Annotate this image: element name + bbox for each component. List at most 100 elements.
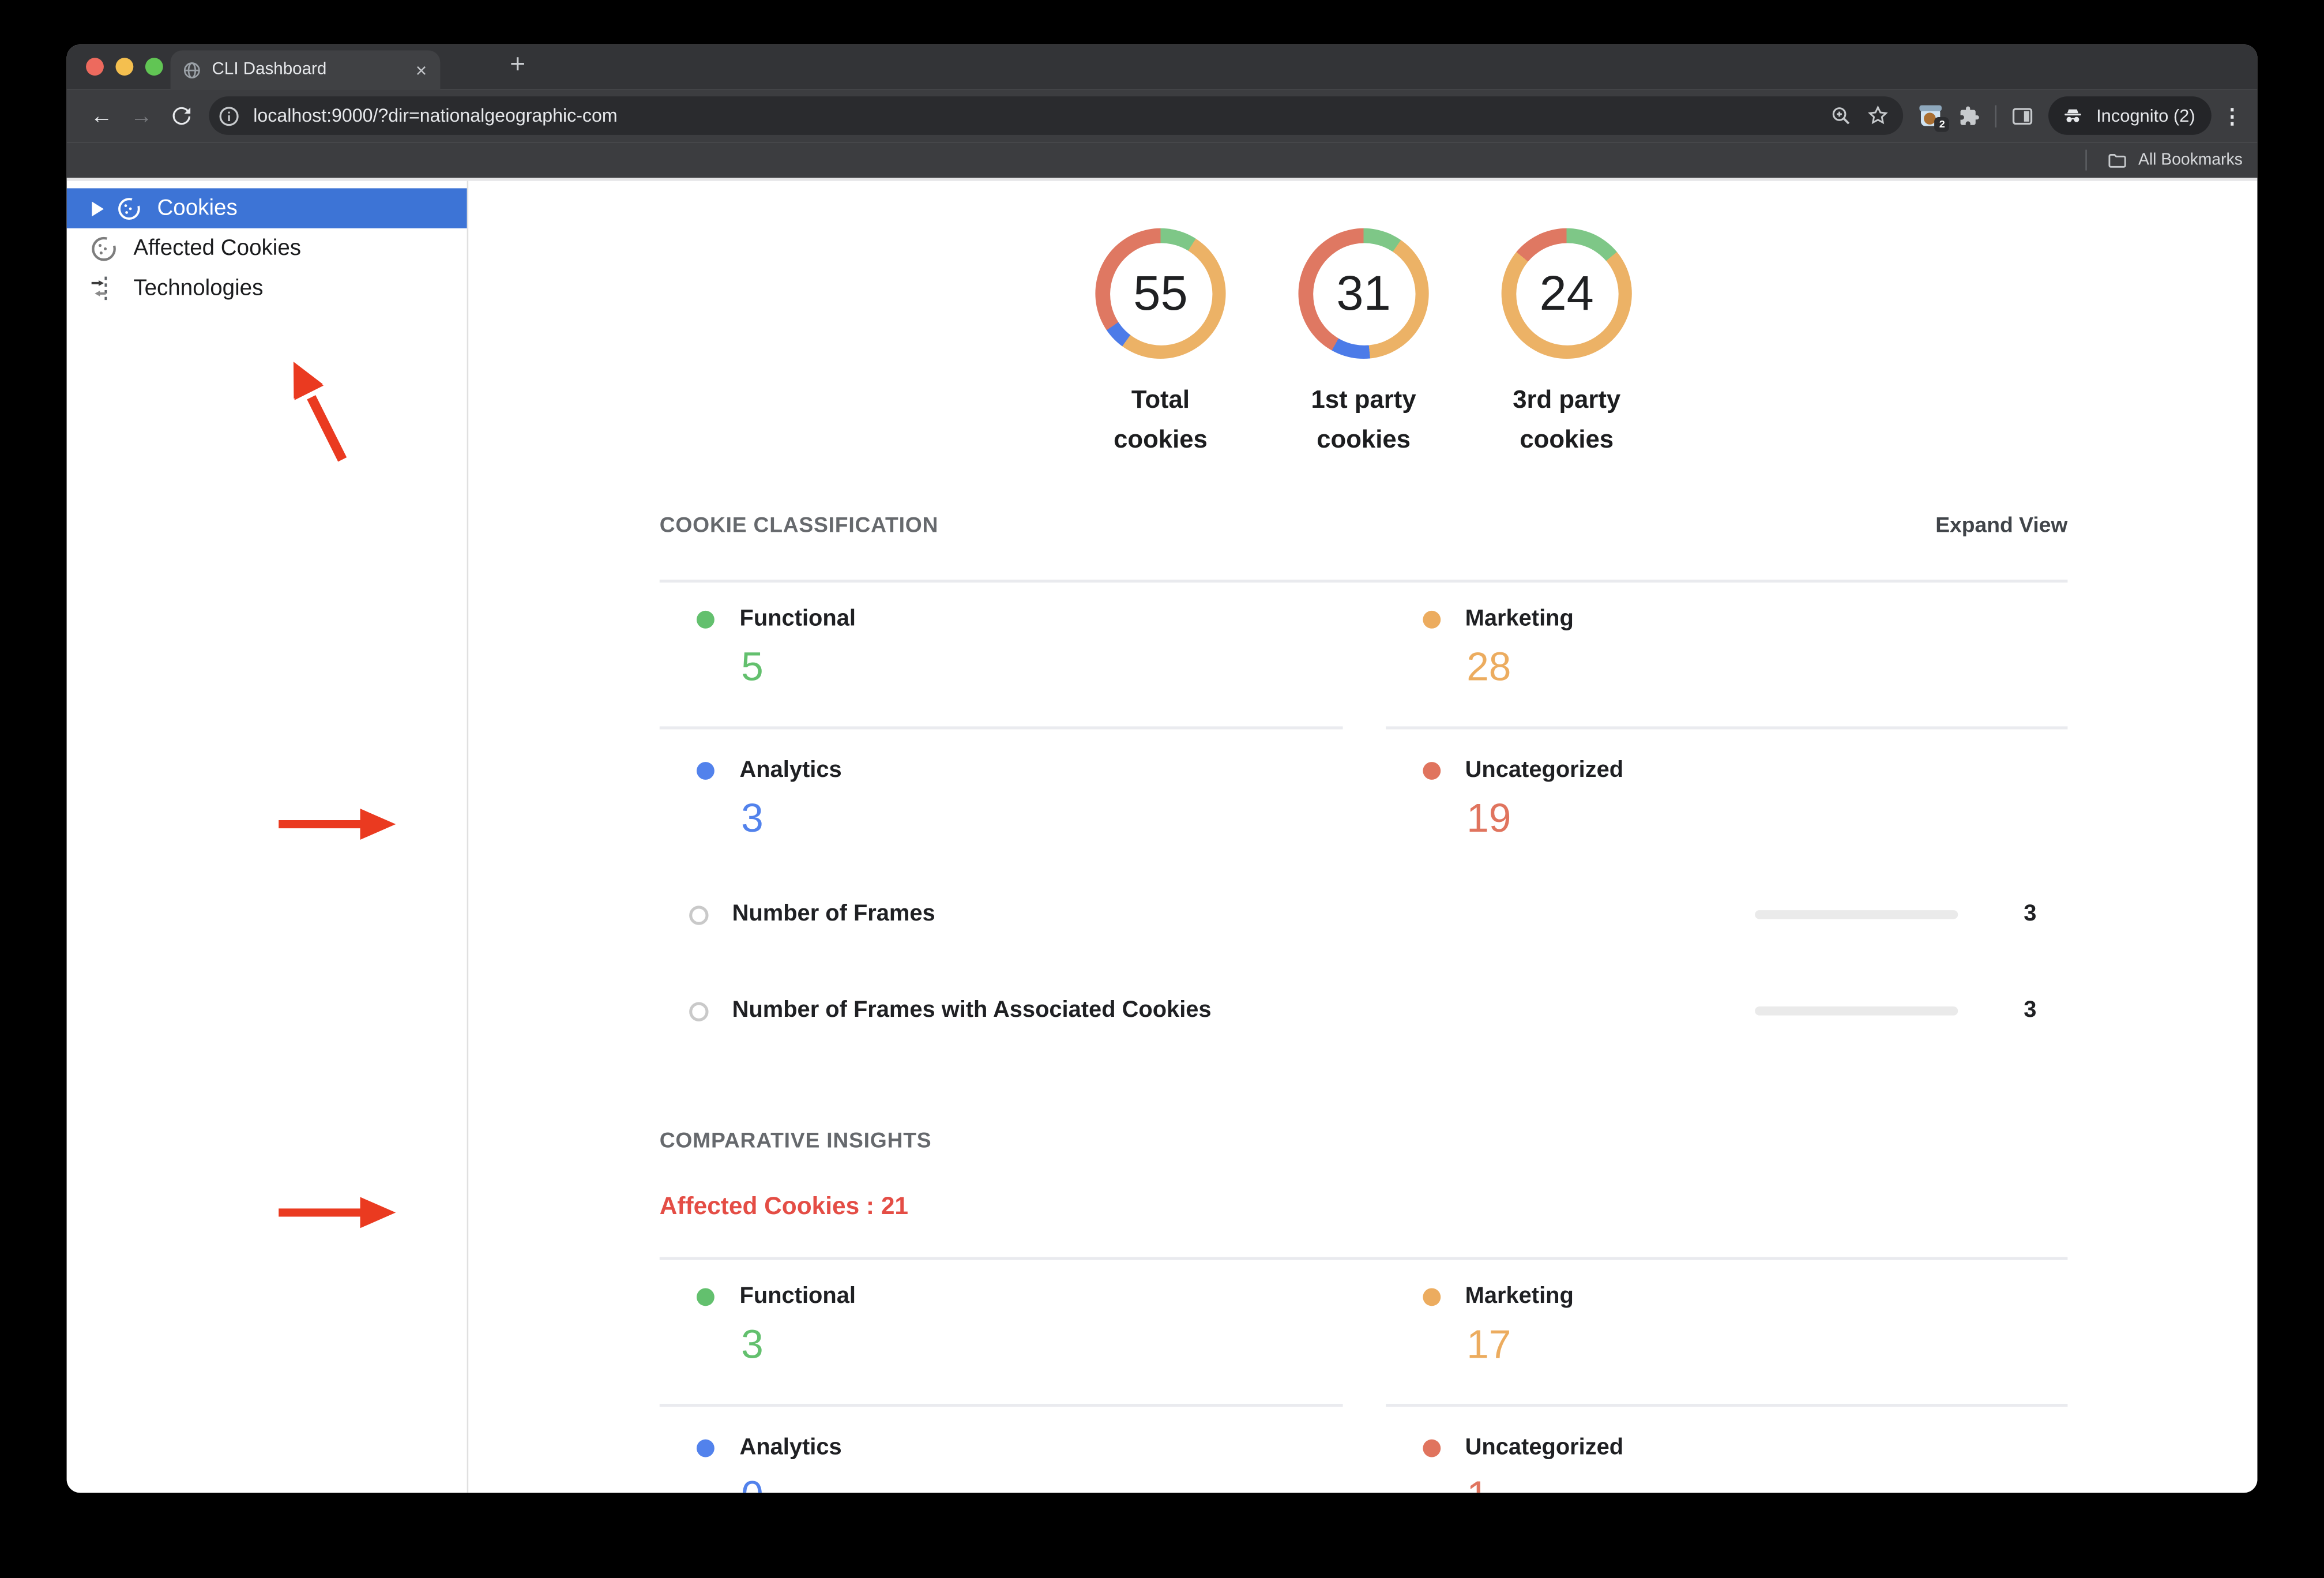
donut-label: Total cookies	[1114, 385, 1208, 454]
metric-value: 3	[2024, 901, 2037, 927]
incognito-label: Incognito (2)	[2096, 105, 2195, 126]
category-cell-uncategorized: Uncategorized 19	[1385, 726, 2068, 877]
category-name: Analytics	[739, 757, 842, 783]
dashboard-main: 55 Total cookies 31 1st party cookies	[468, 181, 2257, 1493]
expand-arrow-icon[interactable]	[92, 201, 104, 216]
browser-window: CLI Dashboard × + ← → localhost:9000/?di	[66, 44, 2258, 1493]
category-name: Analytics	[739, 1434, 842, 1460]
browser-tab[interactable]: CLI Dashboard ×	[170, 50, 441, 89]
metric-progress-bar	[1755, 910, 1958, 919]
cookie-icon	[89, 233, 120, 264]
incognito-profile-chip[interactable]: Incognito (2)	[2048, 96, 2212, 135]
donut-value: 24	[1539, 265, 1594, 321]
category-name: Marketing	[1465, 1283, 1574, 1309]
incognito-icon	[2060, 103, 2086, 129]
technologies-icon	[89, 273, 120, 304]
forward-icon[interactable]: →	[130, 103, 153, 129]
bookmarks-divider	[2085, 149, 2087, 171]
category-value: 3	[741, 1322, 764, 1367]
url-text: localhost:9000/?dir=nationalgeographic-c…	[253, 105, 618, 126]
bookmark-star-icon[interactable]	[1867, 104, 1890, 127]
donut-ring: 31	[1298, 228, 1429, 359]
comparative-grid: Functional 3 Marketing 17 Analytics 0	[659, 1257, 2068, 1493]
donut-label: 3rd party cookies	[1513, 385, 1621, 454]
category-name: Uncategorized	[1465, 757, 1624, 783]
category-value: 17	[1466, 1322, 1511, 1367]
url-bar[interactable]: localhost:9000/?dir=nationalgeographic-c…	[209, 96, 1904, 135]
donut-third-party-cookies: 24 3rd party cookies	[1465, 228, 1668, 460]
analytics-dot-icon	[696, 762, 715, 780]
tab-strip: CLI Dashboard × +	[66, 44, 2258, 89]
donut-first-party-cookies: 31 1st party cookies	[1262, 228, 1465, 460]
sidebar-item-label: Technologies	[133, 276, 264, 301]
expand-view-button[interactable]: Expand View	[1935, 514, 2068, 538]
marketing-dot-icon	[1422, 1288, 1440, 1306]
donut-label: 1st party cookies	[1311, 385, 1416, 454]
browser-toolbar: ← → localhost:9000/?dir=nationalgeograph…	[66, 89, 2258, 142]
functional-dot-icon	[696, 1288, 715, 1306]
new-tab-button[interactable]: +	[510, 48, 526, 79]
uncategorized-dot-icon	[1422, 1439, 1440, 1457]
window-controls	[86, 58, 163, 76]
metric-name: Number of Frames with Associated Cookies	[732, 997, 1212, 1023]
category-value: 19	[1466, 796, 1511, 841]
category-cell-marketing: Marketing 28	[1385, 583, 2068, 726]
tab-title: CLI Dashboard	[212, 61, 327, 79]
site-info-icon[interactable]	[216, 103, 242, 129]
category-name: Marketing	[1465, 606, 1574, 632]
globe-favicon-icon	[182, 60, 201, 79]
maximize-window-button[interactable]	[145, 58, 163, 76]
extension-badge: 2	[1934, 117, 1950, 132]
metric-frames-with-cookies: Number of Frames with Associated Cookies…	[660, 991, 2068, 1030]
category-name: Uncategorized	[1465, 1434, 1624, 1460]
ring-icon	[689, 1001, 709, 1021]
marketing-dot-icon	[1422, 610, 1440, 629]
sidebar: Cookies Affected Cookies	[66, 181, 469, 1493]
category-value: 3	[741, 796, 764, 841]
close-window-button[interactable]	[86, 58, 104, 76]
category-name: Functional	[739, 1283, 856, 1309]
affected-cookies-count: Affected Cookies : 21	[659, 1193, 909, 1220]
functional-dot-icon	[696, 610, 715, 629]
category-cell-uncategorized: Uncategorized 1	[1385, 1403, 2068, 1493]
metric-name: Number of Frames	[732, 901, 935, 927]
sidebar-item-label: Cookies	[157, 196, 238, 221]
category-cell-functional: Functional 3	[660, 1260, 1342, 1404]
cookie-jar-extension-icon[interactable]: 2	[1920, 104, 1950, 132]
donut-ring: 55	[1095, 228, 1226, 359]
analytics-dot-icon	[696, 1439, 715, 1457]
donut-value: 55	[1133, 265, 1188, 321]
metric-progress-bar	[1755, 1006, 1958, 1015]
category-value: 0	[741, 1474, 1342, 1493]
tab-close-icon[interactable]: ×	[415, 58, 427, 81]
comparative-header: COMPARATIVE INSIGHTS	[660, 1128, 2068, 1155]
all-bookmarks-button[interactable]: All Bookmarks	[2138, 151, 2243, 170]
section-title: COOKIE CLASSIFICATION	[659, 514, 939, 538]
browser-menu-icon[interactable]: ⋮	[2221, 103, 2243, 127]
extensions-puzzle-icon[interactable]	[1957, 103, 1983, 129]
reload-icon[interactable]	[161, 104, 201, 127]
category-value: 5	[741, 645, 764, 690]
page-content: Cookies Affected Cookies	[66, 178, 2258, 1493]
sidebar-item-cookies[interactable]: Cookies	[66, 188, 467, 228]
category-cell-analytics: Analytics 0	[659, 1403, 1342, 1493]
toolbar-divider	[1995, 104, 1997, 127]
category-name: Functional	[739, 606, 856, 632]
donut-total-cookies: 55 Total cookies	[1059, 228, 1262, 460]
donut-value: 31	[1336, 265, 1391, 321]
cookie-icon	[115, 194, 144, 223]
category-cell-analytics: Analytics 3	[659, 726, 1342, 877]
category-value: 28	[1466, 645, 1511, 690]
back-icon[interactable]: ←	[90, 103, 113, 129]
minimize-window-button[interactable]	[115, 58, 134, 76]
metric-value: 3	[2024, 997, 2037, 1023]
bookmarks-bar: All Bookmarks	[66, 142, 2258, 178]
sidebar-item-technologies[interactable]: Technologies	[67, 268, 467, 308]
zoom-icon[interactable]	[1830, 104, 1853, 127]
side-panel-icon[interactable]	[2010, 103, 2036, 129]
classification-header: COOKIE CLASSIFICATION Expand View	[660, 513, 2068, 539]
cookie-donut-charts: 55 Total cookies 31 1st party cookies	[660, 228, 2068, 460]
sidebar-item-affected-cookies[interactable]: Affected Cookies	[67, 228, 467, 268]
uncategorized-dot-icon	[1422, 762, 1440, 780]
category-cell-functional: Functional 5	[660, 583, 1342, 726]
